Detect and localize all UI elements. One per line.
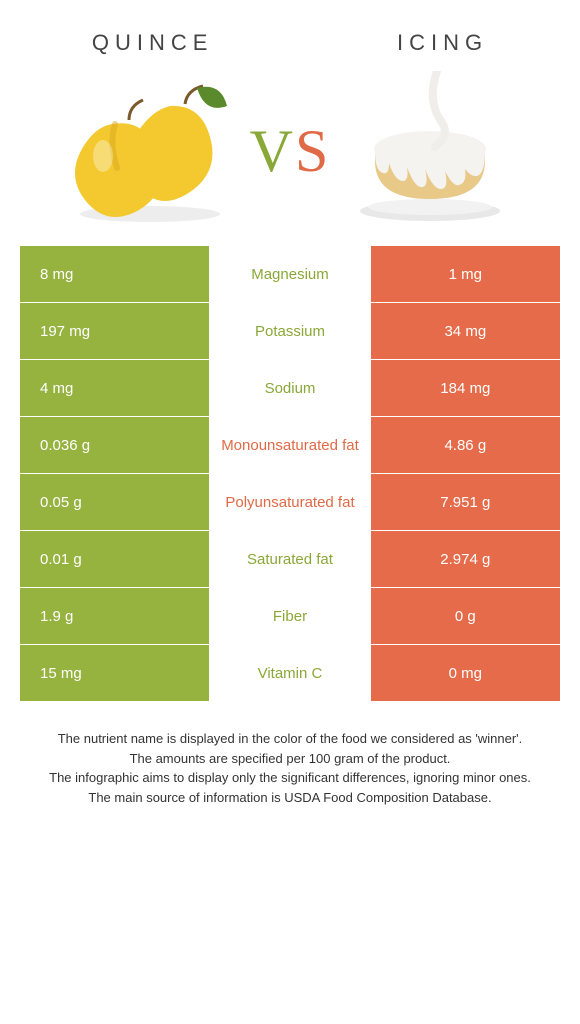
table-row: 1.9 gFiber0 g (20, 588, 560, 644)
cell-left-value: 197 mg (20, 303, 209, 359)
cell-left-value: 0.01 g (20, 531, 209, 587)
cell-right-value: 4.86 g (371, 417, 560, 473)
vs-row: VS (0, 66, 580, 246)
header-row: Quince Icing (0, 0, 580, 66)
table-row: 15 mgVitamin C0 mg (20, 645, 560, 701)
cell-nutrient-name: Saturated fat (209, 531, 370, 587)
cell-left-value: 1.9 g (20, 588, 209, 644)
table-row: 8 mgMagnesium1 mg (20, 246, 560, 302)
cell-nutrient-name: Vitamin C (209, 645, 370, 701)
cell-nutrient-name: Fiber (209, 588, 370, 644)
footer-line: The nutrient name is displayed in the co… (30, 729, 550, 749)
footer-line: The amounts are specified per 100 gram o… (30, 749, 550, 769)
cell-left-value: 15 mg (20, 645, 209, 701)
vs-s: S (295, 118, 330, 184)
icing-image (340, 76, 520, 226)
table-row: 0.036 gMonounsaturated fat4.86 g (20, 417, 560, 473)
footer-line: The main source of information is USDA F… (30, 788, 550, 808)
cell-nutrient-name: Polyunsaturated fat (209, 474, 370, 530)
table-row: 4 mgSodium184 mg (20, 360, 560, 416)
vs-label: VS (250, 117, 331, 186)
nutrient-table: 8 mgMagnesium1 mg197 mgPotassium34 mg4 m… (20, 246, 560, 701)
cell-nutrient-name: Magnesium (209, 246, 370, 302)
vs-v: V (250, 118, 295, 184)
table-row: 197 mgPotassium34 mg (20, 303, 560, 359)
cell-left-value: 0.05 g (20, 474, 209, 530)
quince-image (60, 76, 240, 226)
cell-nutrient-name: Potassium (209, 303, 370, 359)
cell-right-value: 7.951 g (371, 474, 560, 530)
cell-nutrient-name: Sodium (209, 360, 370, 416)
table-row: 0.01 gSaturated fat2.974 g (20, 531, 560, 587)
table-row: 0.05 gPolyunsaturated fat7.951 g (20, 474, 560, 530)
icing-icon (345, 71, 515, 231)
cell-right-value: 2.974 g (371, 531, 560, 587)
cell-right-value: 0 mg (371, 645, 560, 701)
cell-right-value: 1 mg (371, 246, 560, 302)
title-left: Quince (92, 30, 214, 56)
quince-icon (65, 76, 235, 226)
footer-line: The infographic aims to display only the… (30, 768, 550, 788)
cell-left-value: 0.036 g (20, 417, 209, 473)
footer-notes: The nutrient name is displayed in the co… (30, 729, 550, 807)
cell-right-value: 34 mg (371, 303, 560, 359)
cell-left-value: 4 mg (20, 360, 209, 416)
cell-right-value: 184 mg (371, 360, 560, 416)
title-right: Icing (397, 30, 488, 56)
cell-nutrient-name: Monounsaturated fat (209, 417, 370, 473)
cell-right-value: 0 g (371, 588, 560, 644)
cell-left-value: 8 mg (20, 246, 209, 302)
